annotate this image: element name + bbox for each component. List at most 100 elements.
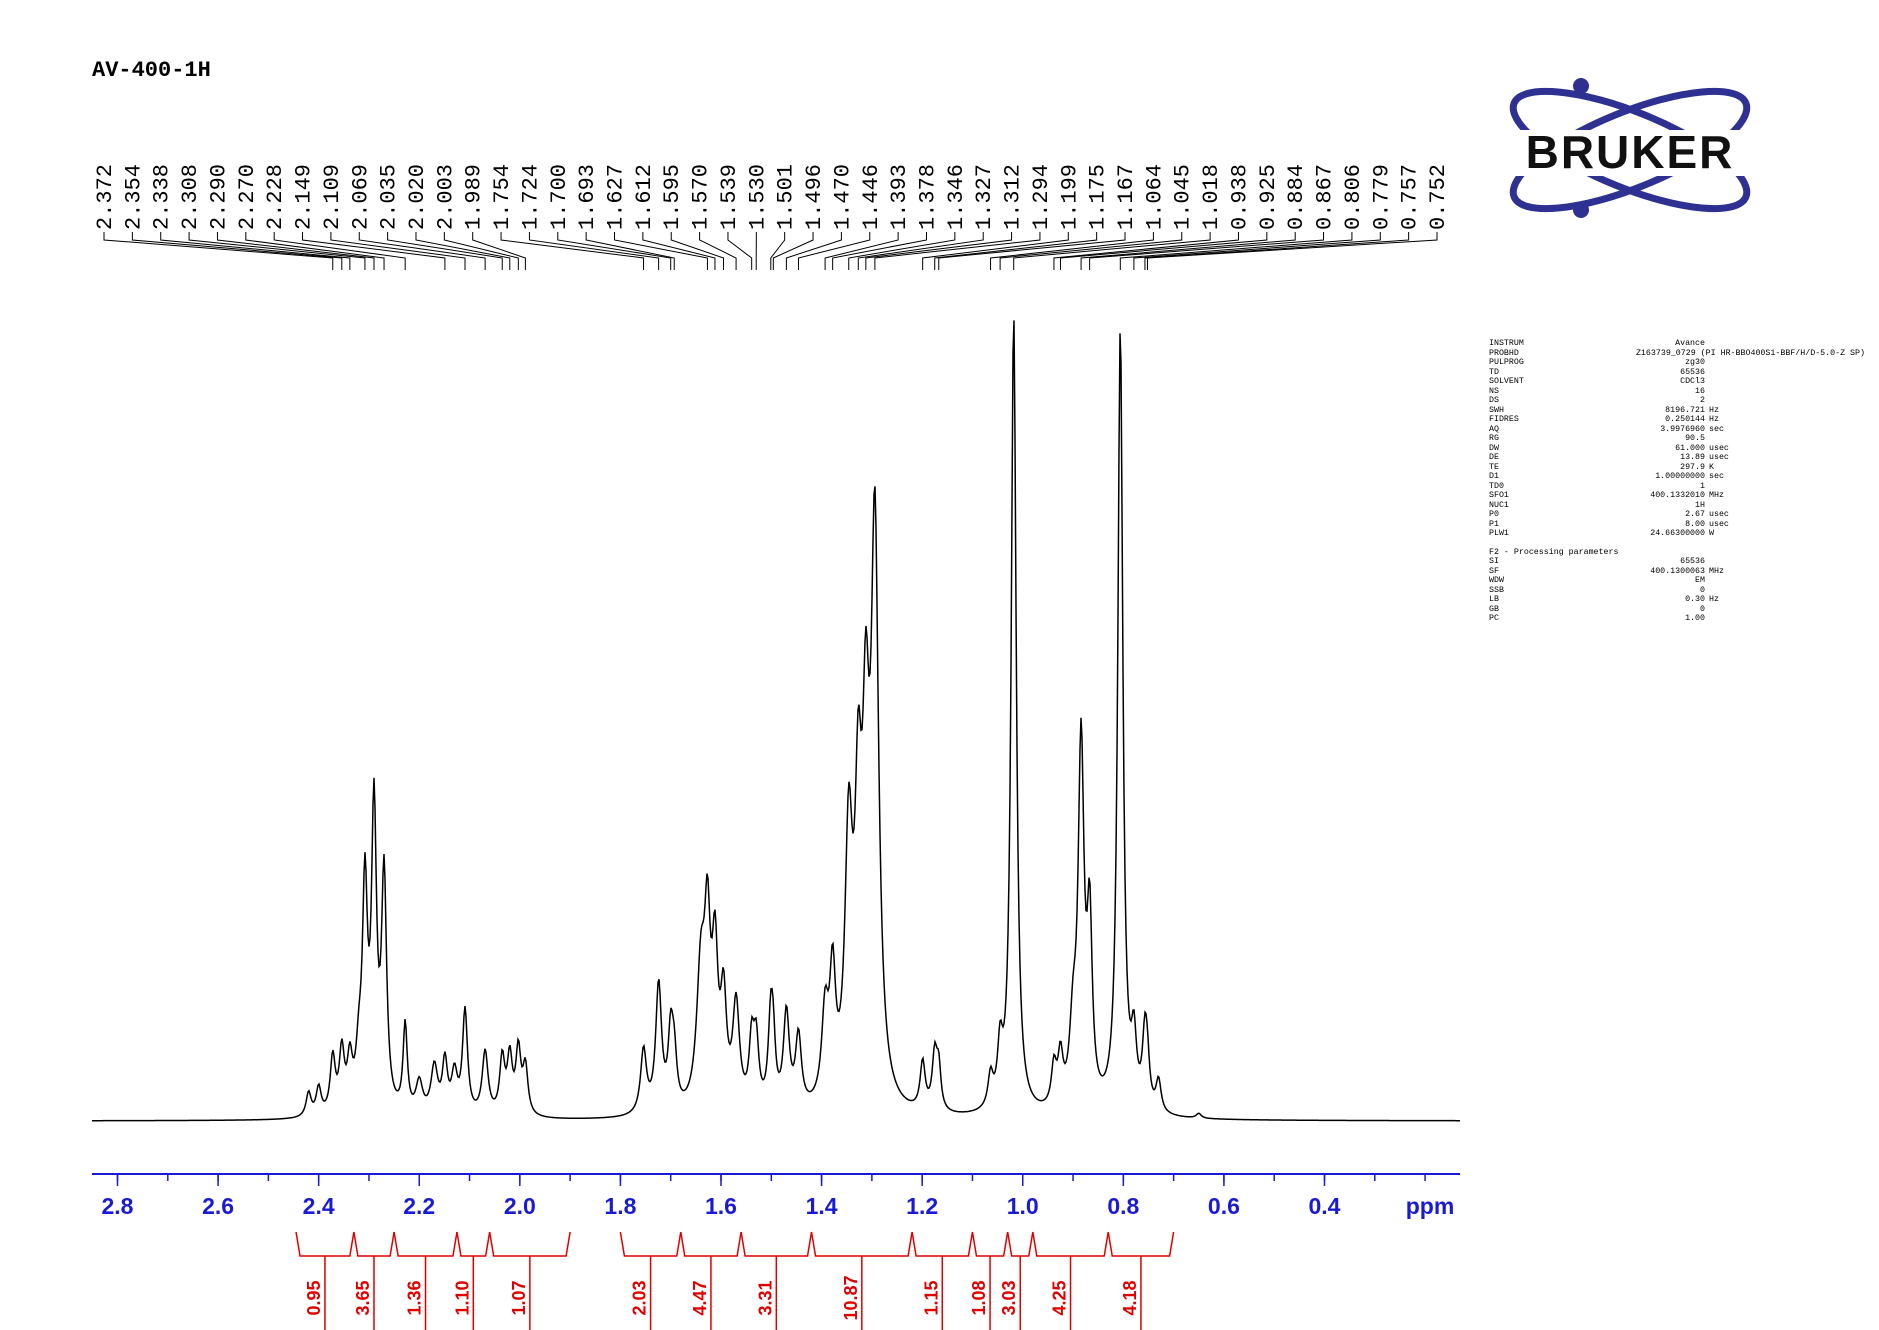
x-tick-label: 2.6 <box>202 1193 234 1219</box>
peak-label: 2.003 <box>433 164 458 230</box>
peak-label-leader <box>934 232 1098 270</box>
x-tick-label: 0.8 <box>1107 1193 1139 1219</box>
param-row: P1 8.00 usec <box>1489 520 1879 530</box>
peak-label: 1.530 <box>745 164 770 230</box>
x-tick-label: 0.4 <box>1309 1193 1341 1219</box>
param-value: CDCl3 <box>1680 377 1705 386</box>
peak-label-leader <box>614 232 708 270</box>
param-key: TD <box>1489 367 1499 377</box>
param-key: DW <box>1489 443 1499 453</box>
peak-label-leader <box>358 232 486 270</box>
peak-label: 0.867 <box>1313 164 1338 230</box>
peak-label: 0.884 <box>1284 164 1309 230</box>
peak-label: 2.109 <box>320 164 345 230</box>
integral-bracket <box>810 1231 913 1268</box>
peak-label: 1.595 <box>660 164 685 230</box>
param-unit: usec <box>1709 510 1729 519</box>
peak-label-leader <box>848 232 956 270</box>
peak-label: 1.470 <box>830 164 855 230</box>
param-row: INSTRUM Avance <box>1489 339 1879 349</box>
peak-label: 2.035 <box>377 164 402 230</box>
integral-value: 4.47 <box>690 1280 710 1315</box>
x-tick-label: 2.2 <box>403 1193 435 1219</box>
param-unit: usec <box>1709 443 1729 453</box>
param-key: NS <box>1489 386 1499 396</box>
integral-bracket <box>680 1231 742 1268</box>
param-value: Z163739_0729 (PI HR-BBO400S1-BBF/H/D-5.0… <box>1635 348 1865 358</box>
peak-label: 2.228 <box>263 164 288 230</box>
x-tick-label: 2.0 <box>504 1193 536 1219</box>
peak-label-leader <box>245 232 385 270</box>
integral-value: 2.03 <box>630 1280 650 1315</box>
param-value: EM <box>1695 576 1705 585</box>
param-value: 13.89 <box>1680 453 1705 462</box>
param-unit: MHz <box>1709 566 1724 576</box>
peak-label-leader <box>797 232 871 270</box>
param-key: PROBHD <box>1489 348 1519 358</box>
peak-label: 1.378 <box>915 164 940 230</box>
peak-label: 1.175 <box>1086 164 1111 230</box>
param-row: D1 1.00000000 sec <box>1489 472 1879 482</box>
param-unit: Hz <box>1709 595 1719 604</box>
logo-text-backdrop <box>1486 130 1774 176</box>
peak-label-leader <box>1133 232 1381 270</box>
integral-bracket <box>488 1231 571 1268</box>
param-key: PC <box>1489 614 1499 623</box>
peak-label-leader <box>387 232 503 270</box>
peak-label: 1.393 <box>887 164 912 230</box>
param-key: TE <box>1489 462 1499 472</box>
peak-label-leader <box>1144 232 1410 270</box>
x-tick-label: 1.0 <box>1007 1193 1039 1219</box>
param-unit: sec <box>1709 424 1724 434</box>
param-value: 2.67 <box>1685 510 1705 519</box>
param-value: 24.66300000 <box>1650 529 1705 538</box>
param-key: P1 <box>1489 519 1499 529</box>
integral-value: 4.25 <box>1050 1280 1070 1315</box>
peak-label-leader <box>1059 232 1268 270</box>
param-key: SF <box>1489 566 1499 576</box>
peak-label: 1.724 <box>518 164 543 230</box>
peak-label: 0.779 <box>1369 164 1394 230</box>
peak-label: 1.294 <box>1029 164 1054 230</box>
param-row: DE 13.89 usec <box>1489 453 1879 463</box>
param-key: PLW1 <box>1489 529 1509 538</box>
param-unit: usec <box>1709 453 1729 462</box>
peak-label-leader <box>727 232 753 270</box>
param-value: 0.250144 <box>1665 415 1705 424</box>
peak-label-leader <box>160 232 351 270</box>
param-row: NS 16 <box>1489 387 1879 397</box>
peak-label-leader <box>443 232 519 270</box>
peak-label-leader <box>999 232 1183 270</box>
peak-label-leader <box>922 232 1069 270</box>
param-row: TD 65536 <box>1489 368 1879 378</box>
param-value: 0.30 <box>1685 595 1705 604</box>
x-tick-label: 2.8 <box>102 1193 134 1219</box>
param-row: LB 0.30 Hz <box>1489 595 1879 605</box>
param-key: AQ <box>1489 424 1499 434</box>
peak-label: 2.354 <box>121 164 146 230</box>
peak-label: 1.496 <box>802 164 827 230</box>
x-tick-label: 1.8 <box>604 1193 636 1219</box>
x-tick-label: 2.4 <box>303 1193 335 1219</box>
param-row: GB 0 <box>1489 605 1879 615</box>
param-row: SFO1 400.1332010 MHz <box>1489 491 1879 501</box>
peak-label-leader <box>699 232 737 270</box>
peak-label-leader <box>557 232 672 270</box>
param-row: PULPROG zg30 <box>1489 358 1879 368</box>
peak-label: 2.069 <box>348 164 373 230</box>
x-axis: 2.8 2.6 2.4 2.2 2.0 1.8 1.6 1.4 1.2 1.0 0.8 0.6 0.4 p… <box>92 1173 1460 1219</box>
param-value: 3.9976960 <box>1660 424 1705 434</box>
integral-bracket <box>619 1231 682 1268</box>
peak-label: 0.925 <box>1256 164 1281 230</box>
peak-label-leader <box>1119 232 1353 270</box>
param-row: NUC1 1H <box>1489 501 1879 511</box>
integral-bracket <box>1107 1231 1175 1268</box>
param-row: FIDRES 0.250144 Hz <box>1489 415 1879 425</box>
peak-label-leader <box>1146 232 1438 270</box>
param-row: SWH 8196.721 Hz <box>1489 406 1879 416</box>
param-row: WDW EM <box>1489 576 1879 586</box>
param-row: SSB 0 <box>1489 586 1879 596</box>
peak-label-leader <box>785 232 842 270</box>
peak-label: 1.693 <box>575 164 600 230</box>
